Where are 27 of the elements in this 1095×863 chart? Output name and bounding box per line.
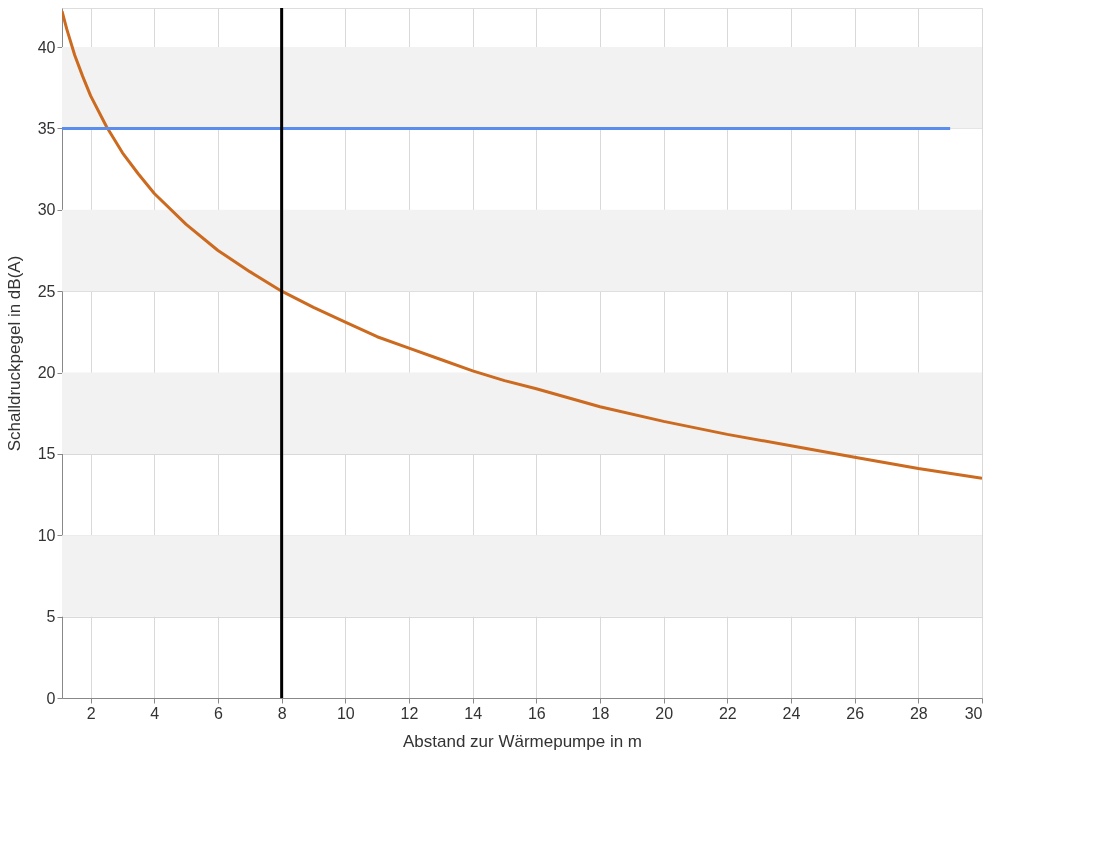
x-tick-label: 30 (964, 704, 983, 722)
x-tick-label: 6 (214, 704, 224, 722)
x-tick-label: 28 (909, 704, 928, 722)
x-tick-label: 12 (400, 704, 419, 722)
y-tick-label: 10 (37, 526, 56, 544)
y-tick-label: 25 (37, 282, 56, 300)
x-tick-label: 18 (591, 704, 610, 722)
y-axis-title: Schalldruckpegel in dB(A) (4, 255, 24, 452)
x-tick-label: 20 (655, 704, 674, 722)
y-tick-label: 35 (37, 119, 56, 137)
x-tick-label: 14 (464, 704, 483, 722)
x-axis-title: Abstand zur Wärmepumpe in m (402, 731, 643, 751)
x-tick-label: 2 (86, 704, 96, 722)
line-series (62, 9, 982, 480)
y-tick-label: 0 (46, 689, 56, 707)
x-tick-label: 8 (277, 704, 287, 722)
x-tick-label: 26 (846, 704, 865, 722)
x-tick-label: 24 (782, 704, 801, 722)
y-tick-label: 40 (37, 38, 56, 56)
x-tick-label: 10 (336, 704, 355, 722)
y-tick-label: 5 (46, 608, 56, 626)
y-tick-label: 15 (37, 445, 56, 463)
x-tick-label: 16 (527, 704, 546, 722)
x-tick-label: 4 (150, 704, 160, 722)
x-tick-label: 22 (718, 704, 737, 722)
y-tick-label: 20 (37, 364, 56, 382)
y-tick-label: 30 (37, 201, 56, 219)
